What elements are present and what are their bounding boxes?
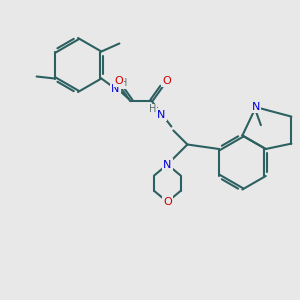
Text: O: O [162,76,171,85]
Text: N: N [252,102,260,112]
Text: O: O [163,197,172,207]
Text: O: O [114,76,123,85]
Text: N: N [157,110,166,119]
Text: N: N [163,160,172,170]
Text: N: N [111,83,120,94]
Text: H: H [149,104,156,115]
Text: H: H [120,79,127,88]
